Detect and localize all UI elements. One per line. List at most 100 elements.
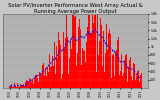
Bar	[109, 28, 110, 88]
Bar	[65, 38, 66, 88]
Bar	[121, 54, 122, 88]
Bar	[73, 15, 74, 88]
Bar	[81, 65, 82, 88]
Bar	[83, 50, 84, 88]
Bar	[34, 78, 35, 88]
Bar	[37, 78, 38, 88]
Bar	[36, 75, 37, 88]
Bar	[58, 32, 59, 88]
Bar	[104, 72, 105, 88]
Bar	[122, 76, 123, 88]
Bar	[111, 78, 112, 88]
Bar	[98, 55, 99, 88]
Bar	[49, 54, 50, 88]
Bar	[35, 75, 36, 88]
Bar	[134, 64, 135, 88]
Bar	[64, 49, 65, 88]
Bar	[29, 78, 30, 88]
Bar	[14, 83, 15, 88]
Bar	[62, 74, 63, 88]
Bar	[139, 82, 140, 88]
Bar	[84, 51, 85, 88]
Bar	[97, 15, 98, 88]
Bar	[95, 15, 96, 88]
Bar	[115, 52, 116, 88]
Bar	[51, 66, 52, 88]
Bar	[46, 76, 47, 88]
Bar	[124, 76, 125, 88]
Bar	[120, 71, 121, 88]
Bar	[140, 75, 141, 88]
Bar	[33, 84, 34, 88]
Bar	[42, 65, 43, 88]
Bar	[20, 84, 21, 88]
Bar	[118, 37, 119, 88]
Bar	[71, 49, 72, 88]
Bar	[41, 75, 42, 88]
Bar	[89, 15, 90, 88]
Bar	[24, 86, 25, 88]
Bar	[47, 66, 48, 88]
Bar	[13, 87, 14, 88]
Bar	[78, 27, 79, 88]
Bar	[31, 82, 32, 88]
Bar	[38, 82, 39, 88]
Bar	[26, 80, 27, 88]
Bar	[126, 54, 127, 88]
Bar	[103, 31, 104, 88]
Bar	[17, 83, 18, 88]
Bar	[141, 73, 142, 88]
Bar	[12, 87, 13, 88]
Bar	[63, 32, 64, 88]
Bar	[52, 56, 53, 88]
Bar	[86, 42, 87, 88]
Bar	[57, 58, 58, 88]
Bar	[132, 80, 133, 88]
Bar	[128, 67, 129, 88]
Bar	[72, 15, 73, 88]
Bar	[127, 82, 128, 88]
Bar	[100, 18, 101, 88]
Bar	[93, 22, 94, 88]
Bar	[79, 20, 80, 88]
Bar	[123, 73, 124, 88]
Bar	[16, 87, 17, 88]
Bar	[9, 86, 10, 88]
Bar	[80, 29, 81, 88]
Bar	[50, 67, 51, 88]
Bar	[67, 37, 68, 88]
Bar	[116, 50, 117, 88]
Title: Solar PV/Inverter Performance West Array Actual & Running Average Power Output: Solar PV/Inverter Performance West Array…	[8, 3, 143, 14]
Bar	[113, 54, 114, 88]
Bar	[19, 87, 20, 88]
Bar	[15, 86, 16, 88]
Bar	[92, 15, 93, 88]
Bar	[45, 68, 46, 88]
Bar	[55, 74, 56, 88]
Bar	[75, 43, 76, 88]
Bar	[10, 86, 11, 88]
Bar	[114, 76, 115, 88]
Bar	[82, 48, 83, 88]
Bar	[136, 76, 137, 88]
Bar	[99, 41, 100, 88]
Bar	[112, 55, 113, 88]
Bar	[135, 80, 136, 88]
Bar	[119, 75, 120, 88]
Bar	[69, 58, 70, 88]
Bar	[56, 46, 57, 88]
Bar	[21, 85, 22, 88]
Bar	[25, 82, 26, 88]
Bar	[76, 66, 77, 88]
Bar	[87, 27, 88, 88]
Bar	[129, 60, 130, 88]
Bar	[11, 84, 12, 88]
Bar	[107, 50, 108, 88]
Bar	[22, 86, 23, 88]
Bar	[108, 33, 109, 88]
Bar	[96, 72, 97, 88]
Bar	[68, 74, 69, 88]
Bar	[23, 84, 24, 88]
Bar	[40, 71, 41, 88]
Bar	[28, 82, 29, 88]
